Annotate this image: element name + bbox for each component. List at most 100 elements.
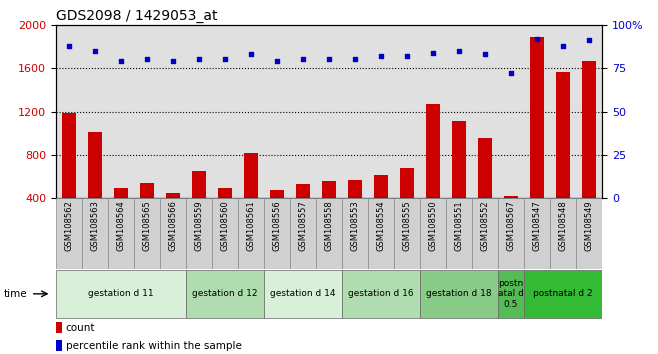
- Point: [506, 70, 517, 76]
- Bar: [114, 188, 128, 198]
- Point: [89, 48, 100, 53]
- Bar: [374, 176, 388, 198]
- Bar: [472, 198, 498, 269]
- Text: GSM108558: GSM108558: [324, 200, 334, 251]
- Bar: [56, 322, 63, 333]
- Point: [324, 57, 334, 62]
- Bar: [186, 270, 264, 318]
- Bar: [56, 340, 63, 351]
- Bar: [270, 190, 284, 198]
- Text: GSM108565: GSM108565: [142, 200, 151, 251]
- Bar: [400, 168, 414, 198]
- Point: [454, 48, 465, 53]
- Bar: [264, 198, 290, 269]
- Bar: [524, 198, 550, 269]
- Bar: [238, 198, 264, 269]
- Point: [428, 50, 438, 55]
- Text: GSM108552: GSM108552: [480, 200, 490, 251]
- Text: GSM108562: GSM108562: [64, 200, 74, 251]
- Bar: [530, 37, 544, 198]
- Point: [193, 57, 204, 62]
- Point: [116, 58, 126, 64]
- Point: [245, 51, 256, 57]
- Text: GDS2098 / 1429053_at: GDS2098 / 1429053_at: [56, 9, 217, 23]
- Text: GSM108554: GSM108554: [376, 200, 386, 251]
- Text: GSM108567: GSM108567: [507, 200, 516, 251]
- Text: count: count: [66, 323, 95, 333]
- Text: GSM108550: GSM108550: [428, 200, 438, 251]
- Bar: [56, 270, 186, 318]
- Bar: [498, 198, 524, 269]
- Text: time: time: [3, 289, 27, 299]
- Text: GSM108563: GSM108563: [90, 200, 99, 251]
- Bar: [524, 270, 602, 318]
- Point: [141, 57, 152, 62]
- Bar: [368, 198, 394, 269]
- Point: [272, 58, 282, 64]
- Point: [480, 51, 490, 57]
- Bar: [296, 184, 310, 198]
- Bar: [139, 183, 154, 198]
- Text: gestation d 16: gestation d 16: [348, 289, 414, 298]
- Text: GSM108555: GSM108555: [403, 200, 411, 251]
- Text: GSM108551: GSM108551: [455, 200, 463, 251]
- Text: GSM108560: GSM108560: [220, 200, 230, 251]
- Bar: [556, 73, 570, 198]
- Bar: [426, 104, 440, 198]
- Text: gestation d 14: gestation d 14: [270, 289, 336, 298]
- Point: [584, 38, 594, 43]
- Text: GSM108559: GSM108559: [195, 200, 203, 251]
- Bar: [212, 198, 238, 269]
- Bar: [192, 171, 206, 198]
- Bar: [498, 270, 524, 318]
- Text: postnatal d 2: postnatal d 2: [533, 289, 593, 298]
- Bar: [342, 270, 420, 318]
- Bar: [62, 113, 76, 198]
- Text: GSM108548: GSM108548: [559, 200, 568, 251]
- Bar: [420, 270, 498, 318]
- Bar: [316, 198, 342, 269]
- Point: [558, 43, 569, 48]
- Text: percentile rank within the sample: percentile rank within the sample: [66, 341, 241, 350]
- Bar: [394, 198, 420, 269]
- Text: GSM108549: GSM108549: [584, 200, 594, 251]
- Bar: [218, 188, 232, 198]
- Text: GSM108547: GSM108547: [532, 200, 542, 251]
- Text: GSM108553: GSM108553: [351, 200, 359, 251]
- Bar: [166, 193, 180, 198]
- Text: gestation d 12: gestation d 12: [192, 289, 258, 298]
- Point: [168, 58, 178, 64]
- Bar: [550, 198, 576, 269]
- Point: [350, 57, 361, 62]
- Text: gestation d 18: gestation d 18: [426, 289, 492, 298]
- Text: postn
atal d
0.5: postn atal d 0.5: [498, 279, 524, 309]
- Bar: [290, 198, 316, 269]
- Point: [220, 57, 230, 62]
- Text: GSM108564: GSM108564: [116, 200, 126, 251]
- Bar: [420, 198, 446, 269]
- Text: GSM108561: GSM108561: [247, 200, 255, 251]
- Bar: [582, 61, 596, 198]
- Text: GSM108556: GSM108556: [272, 200, 282, 251]
- Bar: [108, 198, 134, 269]
- Point: [532, 36, 542, 41]
- Text: GSM108557: GSM108557: [299, 200, 307, 251]
- Text: gestation d 11: gestation d 11: [88, 289, 154, 298]
- Text: GSM108566: GSM108566: [168, 200, 178, 251]
- Bar: [478, 137, 492, 198]
- Bar: [56, 198, 82, 269]
- Point: [376, 53, 386, 59]
- Bar: [264, 270, 342, 318]
- Point: [297, 57, 308, 62]
- Bar: [342, 198, 368, 269]
- Bar: [322, 181, 336, 198]
- Point: [64, 43, 74, 48]
- Bar: [348, 180, 362, 198]
- Point: [402, 53, 413, 59]
- Bar: [576, 198, 602, 269]
- Bar: [88, 132, 102, 198]
- Bar: [504, 196, 519, 198]
- Bar: [446, 198, 472, 269]
- Bar: [186, 198, 212, 269]
- Bar: [134, 198, 160, 269]
